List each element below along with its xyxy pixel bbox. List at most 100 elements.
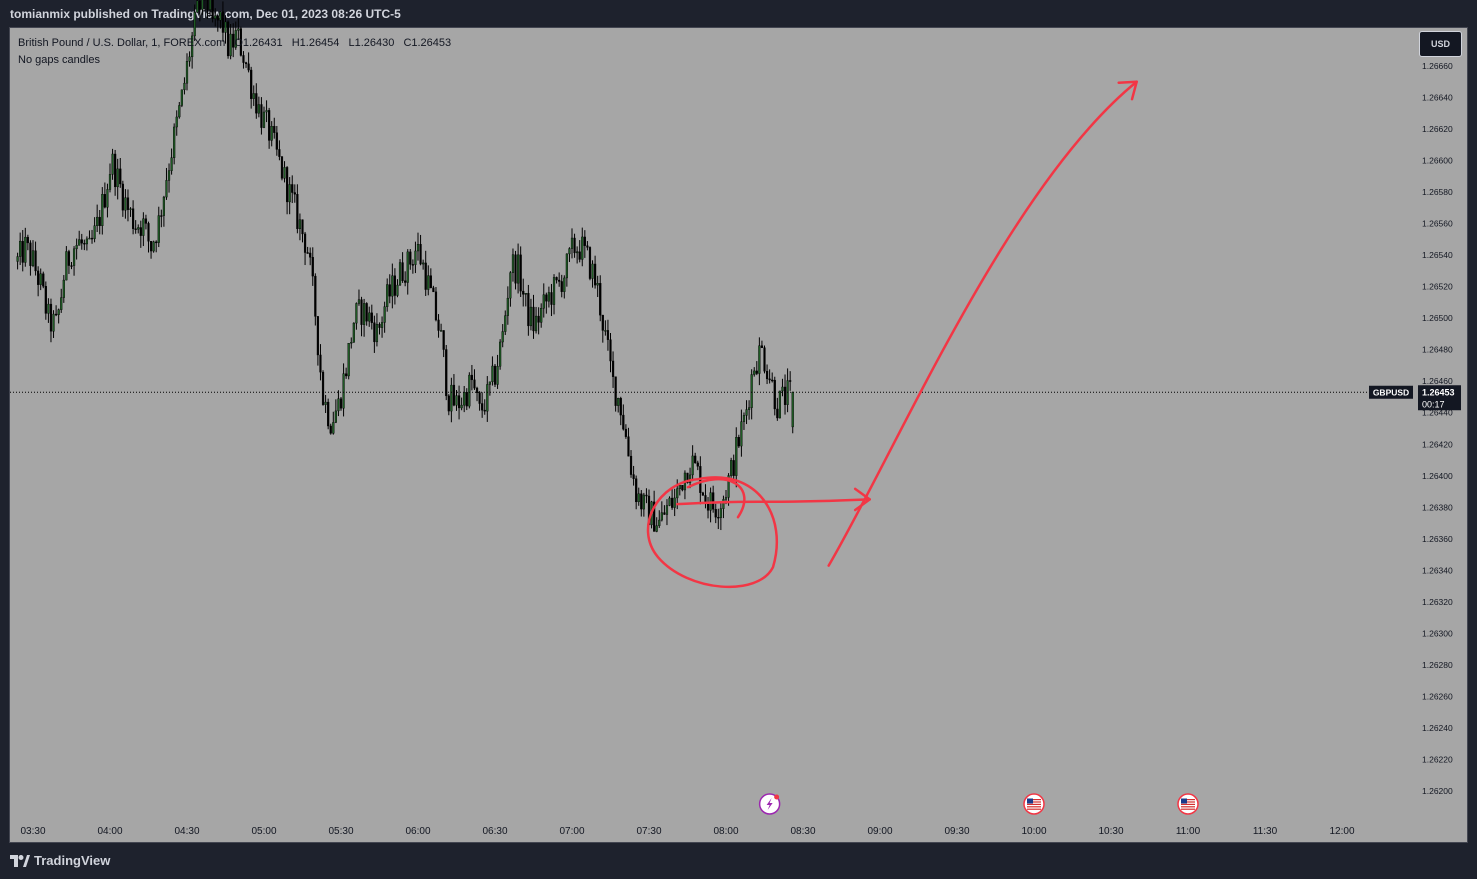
last-price-tag: GBPUSD 1.26453 00:17 <box>1369 385 1461 411</box>
time-tick-label: 04:00 <box>97 826 122 837</box>
candle <box>614 376 617 412</box>
candle-body <box>645 494 648 497</box>
candle <box>157 206 160 248</box>
candle-body <box>72 248 76 266</box>
candle <box>473 369 476 390</box>
candle <box>275 125 278 156</box>
candle <box>229 23 232 60</box>
candle <box>637 487 640 506</box>
candle <box>191 31 194 69</box>
candle <box>31 240 35 268</box>
price-tick-label: 1.26620 <box>1422 124 1453 134</box>
candle <box>332 411 335 435</box>
candle <box>594 255 597 289</box>
candle <box>609 333 612 373</box>
flag-stripe <box>1181 806 1195 808</box>
candle <box>173 123 176 165</box>
candle-body <box>663 512 666 515</box>
candle-body <box>275 132 278 150</box>
candle-body <box>445 349 448 397</box>
candle <box>486 376 489 422</box>
candle-body <box>180 89 183 106</box>
candle-body <box>427 275 430 290</box>
candle <box>167 163 171 193</box>
candle-body <box>342 373 345 409</box>
candle <box>714 503 717 524</box>
price-tick-label: 1.26600 <box>1422 156 1453 166</box>
candle-body <box>588 247 592 279</box>
candle-body <box>196 0 199 13</box>
candle <box>699 456 702 505</box>
candle-body <box>776 408 779 419</box>
candle <box>781 378 784 397</box>
candle <box>96 204 99 233</box>
candle-body <box>409 251 412 265</box>
candle <box>586 241 589 251</box>
candle-body <box>309 252 312 258</box>
candle-body <box>257 104 260 114</box>
candle-body <box>565 253 568 279</box>
candle <box>329 423 332 435</box>
candle <box>429 268 432 289</box>
candle <box>62 275 65 303</box>
candle-body <box>599 283 602 316</box>
currency-button[interactable]: USD <box>1419 31 1462 57</box>
candle <box>278 140 281 161</box>
candle <box>324 394 327 414</box>
candle <box>483 399 486 415</box>
candle <box>742 412 746 430</box>
candle <box>606 319 610 351</box>
price-tick-label: 1.26520 <box>1422 282 1453 292</box>
candle-body <box>789 380 792 382</box>
candle <box>588 246 592 281</box>
candle-body <box>473 379 476 389</box>
candle-body <box>98 216 101 227</box>
candle <box>447 394 450 416</box>
candle-body <box>368 312 371 322</box>
candle <box>786 368 789 413</box>
candle <box>226 20 230 59</box>
candle-body <box>365 303 368 322</box>
flag-canton <box>1027 798 1033 804</box>
candle <box>440 323 443 332</box>
candle-body <box>655 525 658 532</box>
candle <box>760 340 764 348</box>
candle-body <box>681 485 684 491</box>
candle <box>327 398 330 430</box>
candle-body <box>673 497 676 508</box>
candle-body <box>268 110 271 141</box>
candle <box>283 161 286 183</box>
candle-body <box>468 374 471 407</box>
candle <box>175 110 178 136</box>
us-flag-event-icon[interactable] <box>1177 793 1199 815</box>
candle-body <box>47 303 50 314</box>
lightning-event-icon[interactable] <box>758 793 781 815</box>
candle-body <box>339 398 343 409</box>
candle <box>393 268 396 305</box>
candle-body <box>398 262 402 286</box>
candle-body <box>527 293 530 327</box>
candle <box>142 212 145 247</box>
us-flag-event-icon[interactable] <box>1023 793 1045 815</box>
candle <box>126 189 130 222</box>
candle <box>288 177 291 215</box>
candle-body <box>26 236 29 244</box>
candle-body <box>265 110 268 113</box>
candle-body <box>206 0 209 10</box>
candle <box>44 281 47 320</box>
candle <box>311 247 314 286</box>
candle-body <box>93 225 96 239</box>
candle-body <box>478 392 481 404</box>
tradingview-logo[interactable]: TradingView <box>10 853 110 868</box>
price-tick-label: 1.26440 <box>1422 408 1453 418</box>
candle <box>534 306 538 334</box>
candle <box>378 322 381 335</box>
candle <box>160 209 163 228</box>
candle-body <box>52 313 55 332</box>
candle <box>347 342 350 380</box>
candle-body <box>301 219 304 235</box>
lightning-glyph <box>766 798 773 810</box>
candle <box>106 183 109 218</box>
candle-body <box>316 316 319 356</box>
